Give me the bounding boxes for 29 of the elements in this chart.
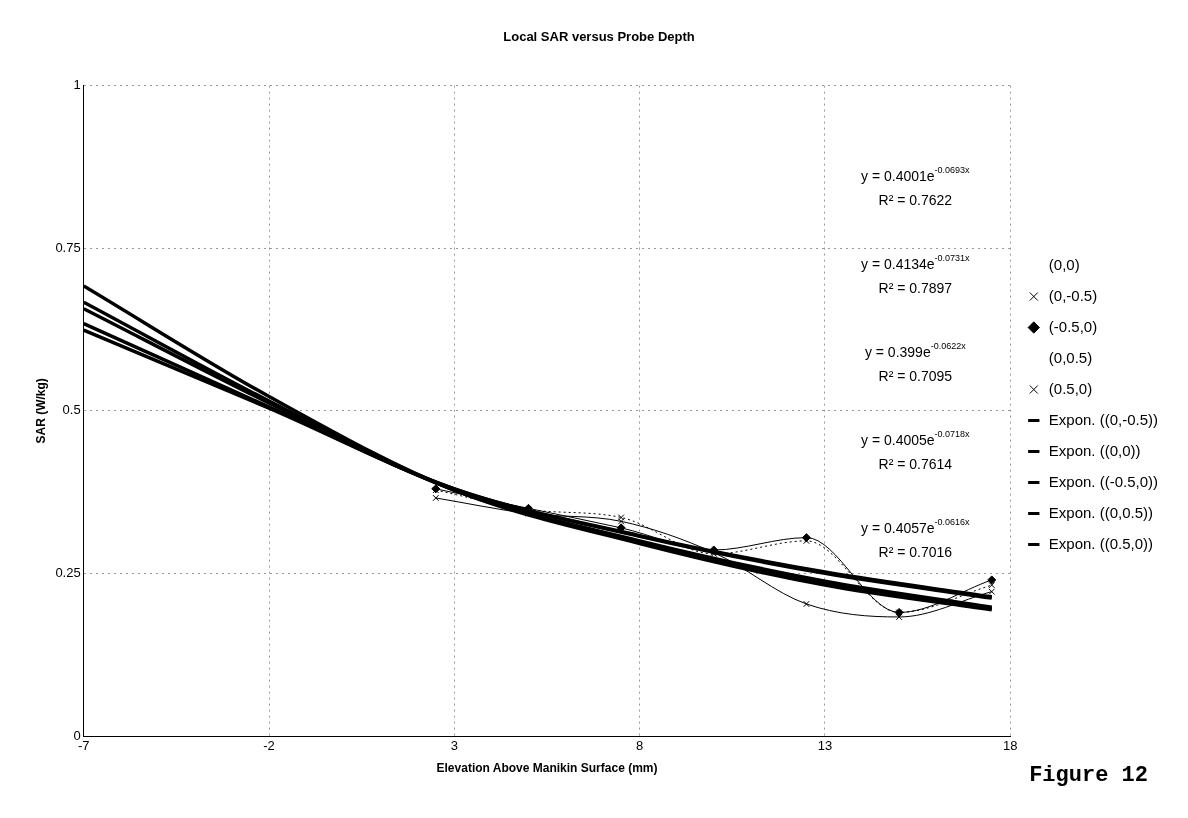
y-tick-label: 0 (73, 727, 81, 743)
legend-label: Expon. ((0.5,0)) (1048, 534, 1154, 552)
y-tick-label: 0.5 (62, 402, 81, 418)
legend-label: (-0.5,0) (1048, 317, 1098, 335)
caption: Figure 12 (1029, 763, 1148, 788)
annotation: R² = 0.7016 (878, 543, 953, 560)
legend-label: Expon. ((0,0.5)) (1048, 503, 1154, 521)
annotation: R² = 0.7095 (878, 367, 953, 384)
legend-label: Expon. ((-0.5,0)) (1048, 472, 1159, 490)
legend-label: (0,-0.5) (1048, 286, 1098, 304)
x-tick-label: 3 (450, 738, 458, 754)
legend-label: (0.5,0) (1048, 379, 1093, 397)
annotation: R² = 0.7614 (878, 455, 953, 472)
legend-label: Expon. ((0,0)) (1048, 441, 1141, 459)
annotation: R² = 0.7622 (878, 191, 953, 208)
x-tick-label: 8 (636, 738, 644, 754)
x-axis-title: Elevation Above Manikin Surface (mm) (436, 761, 658, 776)
x-tick-label: -2 (263, 738, 275, 754)
chart-title: Local SAR versus Probe Depth (503, 29, 695, 45)
y-tick-label: 0.25 (55, 564, 81, 580)
annotation: R² = 0.7897 (878, 279, 953, 296)
legend-label: Expon. ((0,-0.5)) (1048, 410, 1159, 428)
y-tick-label: 0.75 (55, 239, 81, 255)
x-tick-label: 18 (1003, 738, 1018, 754)
y-axis-title: SAR (W/kg) (33, 378, 48, 444)
text: (0,0.5) (1048, 348, 1093, 366)
text: (0,0) (1048, 255, 1080, 273)
x-tick-label: 13 (817, 738, 833, 754)
y-tick-label: 1 (73, 77, 81, 93)
